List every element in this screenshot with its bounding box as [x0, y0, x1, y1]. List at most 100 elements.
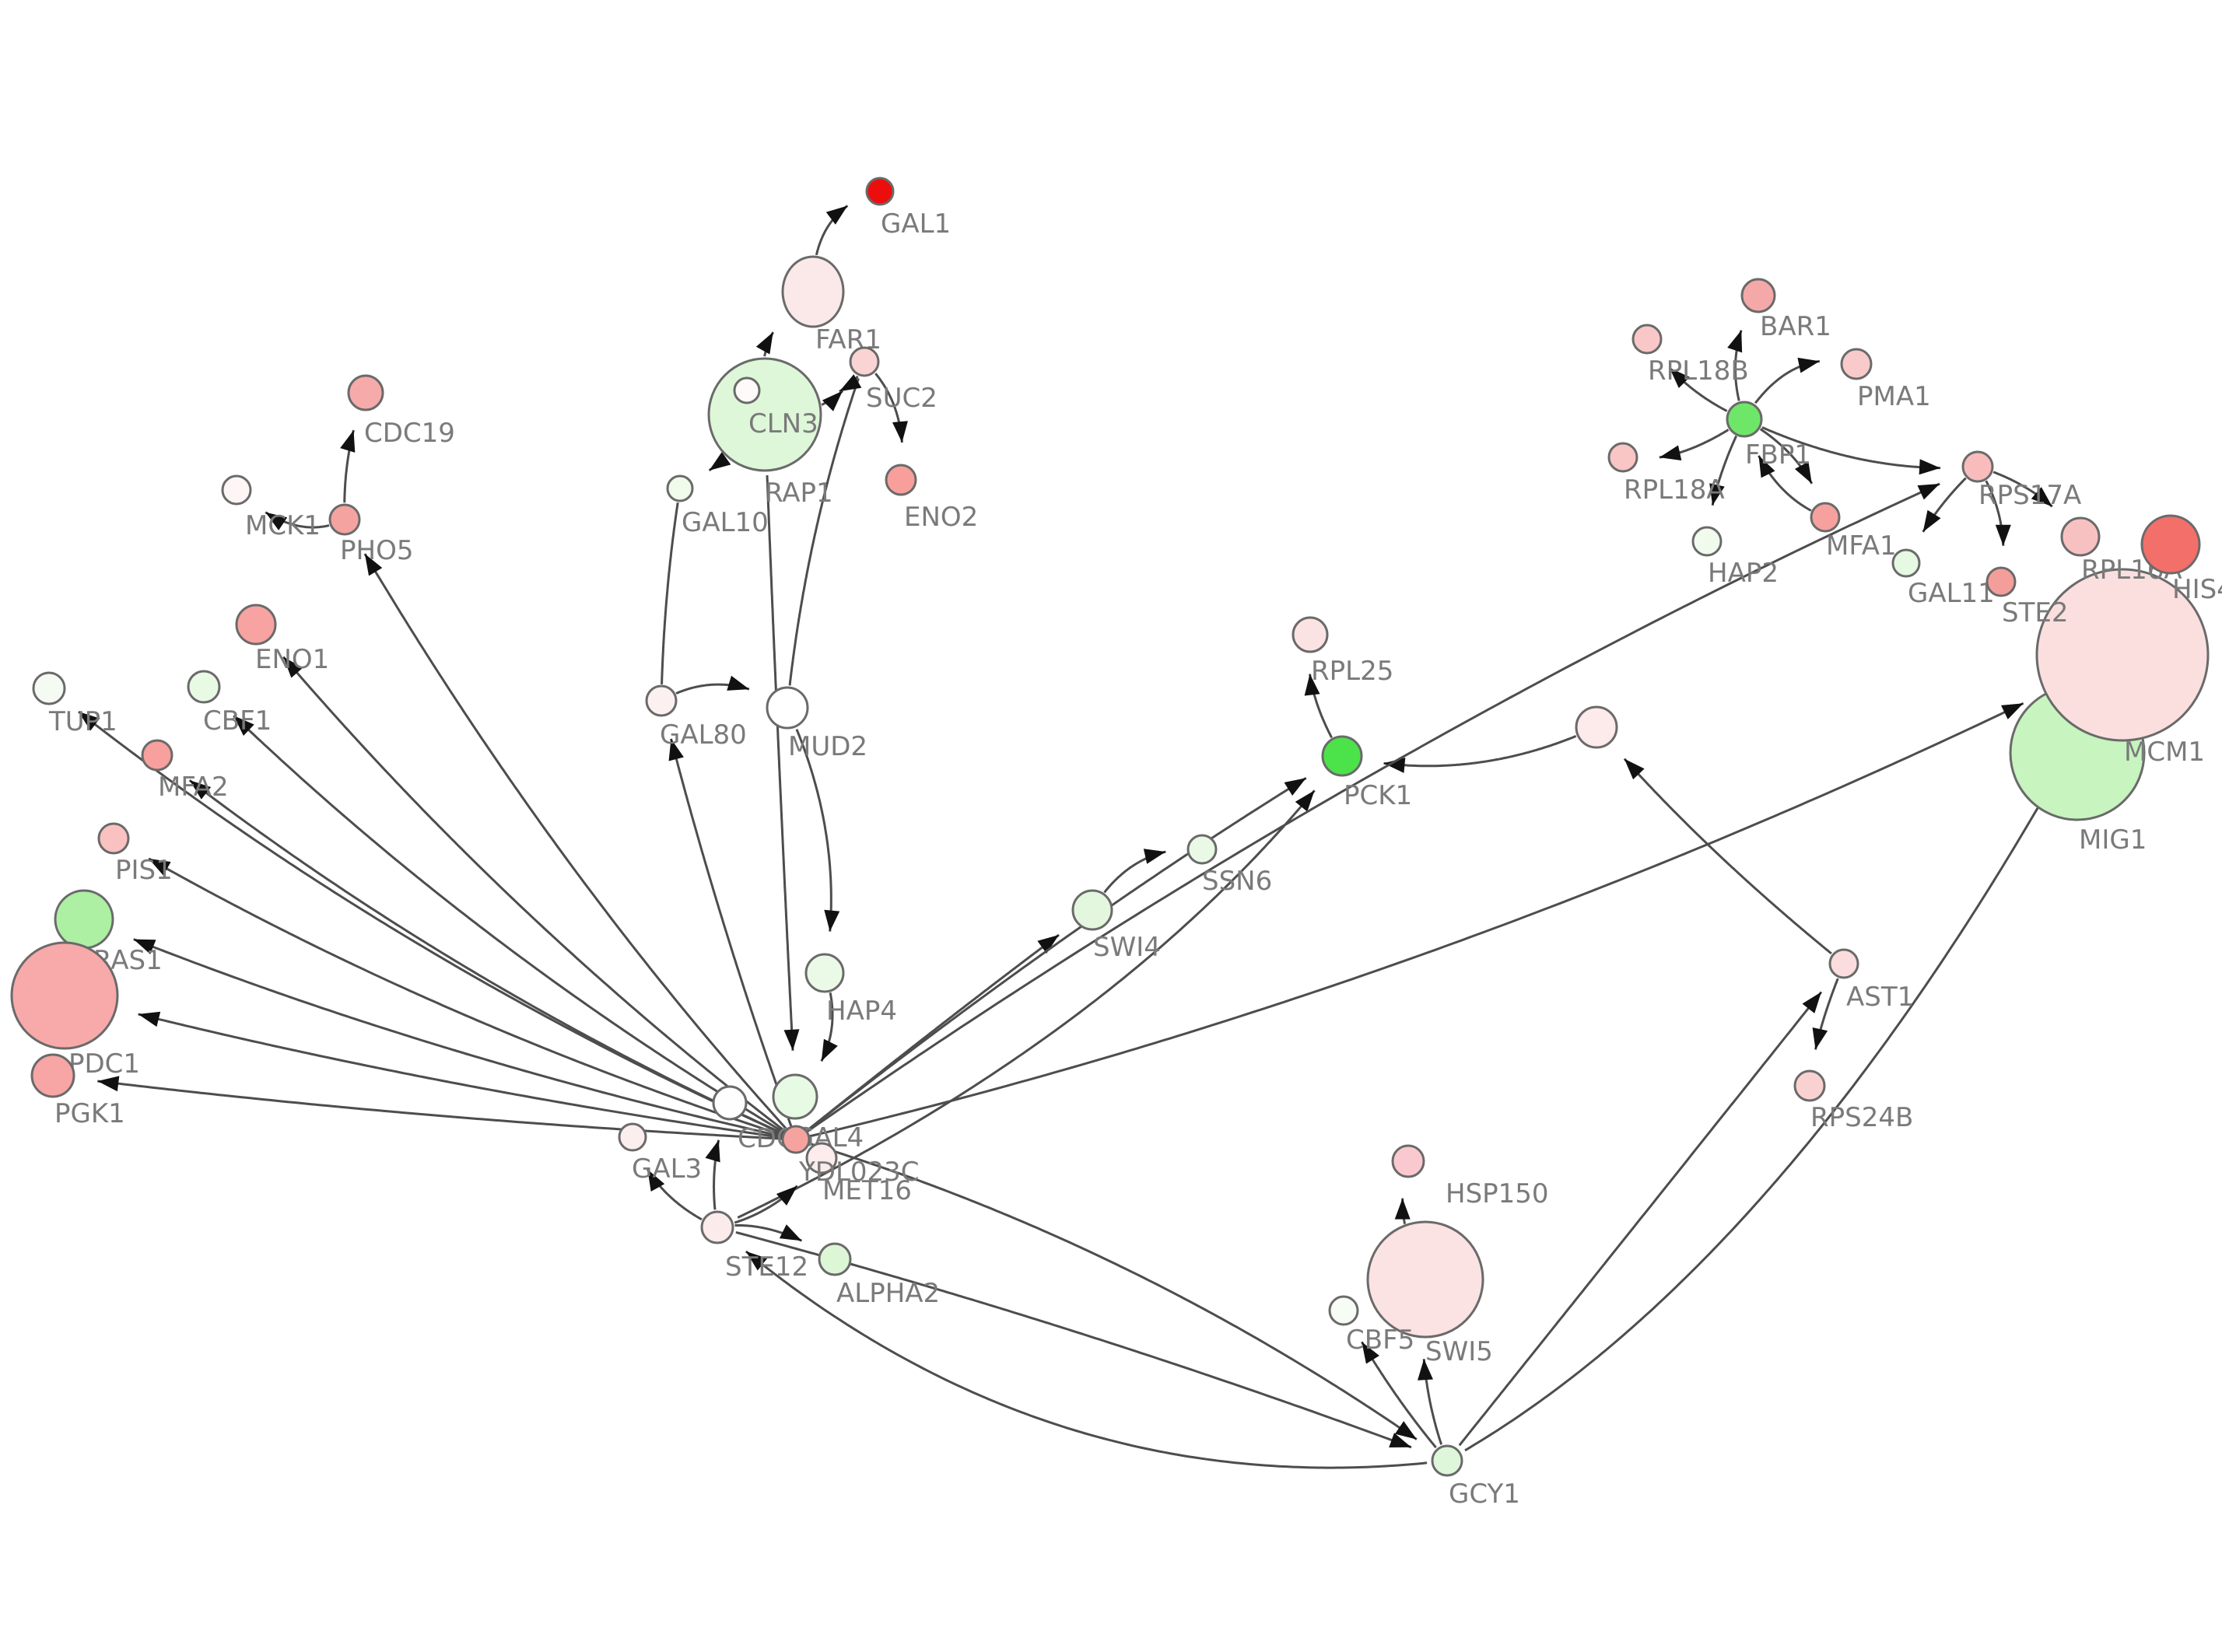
node-RPL18B[interactable]	[1631, 324, 1663, 355]
node-RPS17A[interactable]	[1961, 450, 1994, 483]
edge-GAL4-PCK1[interactable]	[795, 777, 1307, 1141]
edge-GCY1-SWI5[interactable]	[1418, 1359, 1443, 1445]
node-ENO1[interactable]	[235, 604, 277, 646]
edge-GAL4-PGK1[interactable]	[97, 1076, 797, 1141]
edge-RAP1-SUC2[interactable]	[821, 390, 844, 411]
edge-AST1-NODE1[interactable]	[1623, 758, 1832, 955]
node-CLN3[interactable]	[733, 376, 761, 404]
node-CDC19[interactable]	[347, 374, 384, 411]
node-GCY1[interactable]	[1431, 1444, 1463, 1477]
edge-RAP1-FAR1[interactable]	[755, 331, 775, 357]
node-RPL25[interactable]	[1291, 616, 1329, 653]
node-ALPHA2[interactable]	[818, 1242, 852, 1276]
edge-RAP1-GAL10[interactable]	[708, 452, 731, 472]
edge-PHO5-CDC19[interactable]	[340, 429, 356, 503]
edge-SUC2-ENO2[interactable]	[874, 373, 908, 443]
edge-GAL4-GAL80[interactable]	[668, 738, 797, 1140]
edge-RPS17A-RPL16A[interactable]	[1992, 471, 2053, 508]
edge-GAL4-GCY1[interactable]	[795, 1138, 1418, 1440]
edge-NODE1-PCK1[interactable]	[1383, 735, 1577, 773]
edge-SWI4-SSN6[interactable]	[1103, 849, 1166, 894]
node-RAS1[interactable]	[54, 889, 114, 950]
node-GAL3[interactable]	[618, 1122, 647, 1152]
node-PHO5[interactable]	[328, 503, 361, 536]
edge-FAR1-GAL1[interactable]	[815, 205, 849, 256]
edge-MFA1-FBP1[interactable]	[1758, 455, 1812, 512]
node-SUC2[interactable]	[849, 346, 880, 377]
node-GAL80[interactable]	[645, 684, 678, 717]
edge-GAL80-GAL10[interactable]	[661, 502, 679, 684]
node-RPL16A[interactable]	[2060, 516, 2101, 557]
node-HIS4[interactable]	[2140, 514, 2201, 575]
node-GAL10[interactable]	[666, 474, 694, 502]
node-STE12[interactable]	[700, 1210, 734, 1244]
edge-SUC2-RAP1[interactable]	[839, 374, 862, 393]
node-MUD2[interactable]	[766, 686, 809, 730]
edge-FBP1-HAP2[interactable]	[1709, 435, 1737, 506]
edge-GAL4-CBF1[interactable]	[233, 715, 797, 1141]
edge-FBP1-RPL18A[interactable]	[1659, 429, 1730, 461]
edge-FBP1-PMA1[interactable]	[1754, 357, 1821, 404]
node-GAL1[interactable]	[865, 177, 895, 206]
node-NODE1[interactable]	[1575, 705, 1618, 749]
node-TUP1[interactable]	[32, 671, 66, 705]
edge-GCY1-CBF5[interactable]	[1361, 1341, 1437, 1449]
edge-HAP4-GAL4[interactable]	[820, 992, 838, 1062]
node-YDL023C[interactable]	[781, 1125, 811, 1154]
node-MET16[interactable]	[805, 1142, 838, 1174]
node-HSP150[interactable]	[1391, 1144, 1425, 1178]
edge-STE12-MET16[interactable]	[734, 1185, 798, 1224]
node-SWI5[interactable]	[1366, 1220, 1484, 1339]
node-AST1[interactable]	[1828, 948, 1859, 979]
node-BAR1[interactable]	[1740, 278, 1776, 313]
node-MFA2[interactable]	[141, 739, 173, 772]
node-MCK1[interactable]	[221, 474, 252, 506]
node-MFA1[interactable]	[1810, 502, 1841, 533]
node-PCK1[interactable]	[1321, 735, 1363, 777]
edge-FBP1-BAR1[interactable]	[1727, 330, 1743, 401]
edge-FBP1-MFA1[interactable]	[1759, 428, 1814, 485]
edge-GAL4-RAS1[interactable]	[133, 938, 797, 1141]
node-ENO2[interactable]	[885, 464, 917, 496]
edge-GAL80-MUD2[interactable]	[675, 675, 750, 695]
edge-SUC2-MUD2[interactable]	[788, 378, 860, 686]
node-RPL18A[interactable]	[1607, 442, 1638, 473]
node-SWI4[interactable]	[1071, 889, 1113, 931]
edge-GCY1-MCM1[interactable]	[1464, 750, 2072, 1452]
edge-GAL4-PDC1[interactable]	[138, 1011, 797, 1141]
edge-STE12-PCK1[interactable]	[737, 789, 1316, 1219]
edge-STE12-GAL3[interactable]	[646, 1168, 703, 1221]
node-PDC1[interactable]	[10, 941, 119, 1050]
edge-PCK1-RPL25[interactable]	[1304, 674, 1333, 739]
edge-RAP1-GAL4[interactable]	[766, 475, 800, 1051]
node-STE2[interactable]	[1985, 566, 2017, 597]
node-GAL4[interactable]	[772, 1073, 818, 1120]
edge-FBP1-RPS17A[interactable]	[1761, 426, 1941, 475]
node-PMA1[interactable]	[1840, 348, 1873, 380]
node-HAP4[interactable]	[804, 953, 845, 993]
node-MCM1[interactable]	[2035, 568, 2210, 742]
edge-GAL4-RPS17A[interactable]	[795, 482, 1940, 1141]
node-PIS1[interactable]	[97, 822, 130, 855]
edge-GAL4-MCM1[interactable]	[795, 702, 2024, 1141]
node-PGK1[interactable]	[30, 1053, 75, 1098]
edge-AST1-RPS24B[interactable]	[1812, 978, 1839, 1050]
node-FBP1[interactable]	[1726, 401, 1763, 438]
edge-GCY1-STE12[interactable]	[745, 1250, 1428, 1469]
edge-RPS17A-GAL11[interactable]	[1922, 477, 1967, 533]
node-CBF5[interactable]	[1328, 1295, 1359, 1326]
edge-GCY1-AST1[interactable]	[1458, 991, 1823, 1447]
node-GAL11[interactable]	[1891, 548, 1921, 578]
edge-FBP1-RPL18B[interactable]	[1668, 366, 1728, 412]
edge-PHO5-MCK1[interactable]	[265, 511, 330, 530]
node-FAR1[interactable]	[781, 255, 845, 328]
edge-RPS17A-STE2[interactable]	[1985, 480, 2011, 546]
node-CDC6[interactable]	[712, 1085, 748, 1121]
edge-GAL4-PIS1[interactable]	[148, 857, 797, 1141]
node-CBF1[interactable]	[187, 670, 221, 704]
edge-MUD2-HAP4[interactable]	[795, 729, 840, 932]
edge-GAL4-PHO5[interactable]	[363, 553, 797, 1141]
edge-STE12-CDC6[interactable]	[705, 1139, 720, 1210]
